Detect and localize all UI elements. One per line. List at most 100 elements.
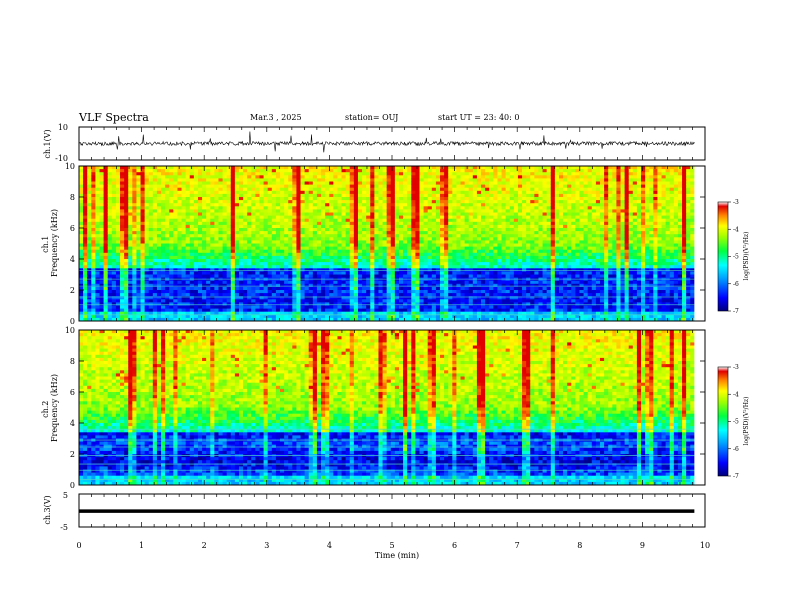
spectrogram-cell bbox=[370, 169, 375, 173]
spectrogram-cell bbox=[120, 221, 125, 226]
spectrogram-cell bbox=[173, 190, 178, 195]
spectrogram-cell bbox=[124, 283, 129, 288]
spectrogram-cell bbox=[103, 172, 109, 176]
spectrogram-cell bbox=[132, 255, 137, 260]
spectrogram-cell bbox=[156, 206, 162, 210]
spectrogram-cell bbox=[83, 262, 88, 266]
spectrogram-cell bbox=[333, 302, 338, 306]
spectrogram-cell bbox=[238, 209, 244, 213]
spectrogram-cell bbox=[83, 190, 88, 195]
spectrogram-cell bbox=[87, 243, 92, 247]
spectrogram-cell bbox=[197, 252, 203, 257]
spectrogram-cell bbox=[238, 243, 244, 247]
spectrogram-cell bbox=[411, 262, 416, 266]
spectrogram-cell bbox=[107, 280, 113, 285]
spectrogram-cell bbox=[173, 308, 178, 313]
spectrogram-cell bbox=[275, 231, 281, 235]
spectrogram-cell bbox=[214, 187, 219, 192]
spectrogram-cell bbox=[115, 224, 121, 229]
spectrogram-cell bbox=[333, 243, 338, 247]
spectrogram-cell bbox=[296, 255, 301, 260]
spectrogram-cell bbox=[152, 262, 158, 266]
spectrogram-cell bbox=[177, 305, 182, 309]
spectrogram-cell bbox=[353, 228, 359, 232]
spectrogram-cell bbox=[103, 209, 109, 213]
spectrogram-cell bbox=[238, 218, 244, 223]
spectrogram-cell bbox=[152, 268, 158, 272]
spectrogram-cell bbox=[120, 252, 125, 257]
spectrogram-cell bbox=[95, 166, 100, 170]
spectrogram-cell bbox=[132, 262, 137, 266]
spectrogram-cell bbox=[226, 224, 232, 229]
spectrogram-cell bbox=[481, 212, 486, 216]
spectrogram-cell bbox=[218, 231, 223, 235]
spectrogram-cell bbox=[288, 193, 293, 198]
spectrogram-cell bbox=[333, 178, 338, 182]
spectrogram-cell bbox=[120, 274, 125, 278]
spectrogram-cell bbox=[169, 224, 174, 229]
spectrogram-cell bbox=[165, 187, 170, 192]
spectrogram-cell bbox=[222, 234, 228, 238]
spectrogram-cell bbox=[91, 203, 96, 207]
spectrogram-cell bbox=[193, 215, 199, 220]
spectrogram-cell bbox=[156, 280, 162, 285]
spectrogram-cell bbox=[197, 190, 203, 195]
spectrogram-cell bbox=[169, 317, 174, 322]
spectrogram-cell bbox=[321, 246, 326, 251]
spectrogram-cell bbox=[103, 265, 109, 269]
spectrogram-cell bbox=[267, 203, 273, 207]
spectrogram-cell bbox=[452, 200, 457, 204]
spectrogram-cell bbox=[280, 280, 285, 285]
spectrogram-cell bbox=[185, 190, 191, 195]
spectrogram-cell bbox=[292, 271, 297, 275]
spectrogram-cell bbox=[99, 268, 105, 272]
spectrogram-cell bbox=[444, 166, 449, 170]
spectrogram-cell bbox=[448, 197, 453, 201]
spectrogram-cell bbox=[468, 190, 474, 195]
spectrogram-cell bbox=[173, 252, 178, 257]
spectrogram-cell bbox=[103, 246, 109, 251]
spectrogram-cell bbox=[243, 265, 248, 269]
spectrogram-cell bbox=[226, 234, 232, 238]
spectrogram-cell bbox=[189, 224, 195, 229]
spectrogram-cell bbox=[284, 224, 289, 229]
spectrogram-cell bbox=[259, 234, 265, 238]
spectrogram-cell bbox=[366, 203, 371, 207]
spectrogram-cell bbox=[300, 296, 306, 300]
spectrogram-cell bbox=[161, 249, 166, 254]
spectrogram-cell bbox=[403, 234, 408, 238]
spectrogram-cell bbox=[87, 224, 92, 229]
spectrogram-cell bbox=[288, 262, 293, 266]
spectrogram-cell bbox=[398, 200, 404, 204]
spectrogram-cell bbox=[120, 240, 125, 244]
spectrogram-cell bbox=[337, 262, 342, 266]
spectrogram-cell bbox=[111, 234, 117, 238]
spectrogram-cell bbox=[111, 262, 117, 266]
spectrogram-cell bbox=[292, 240, 297, 244]
spectrogram-cell bbox=[238, 296, 244, 300]
spectrogram-cell bbox=[263, 228, 269, 232]
spectrogram-cell bbox=[111, 178, 117, 182]
spectrogram-cell bbox=[419, 259, 424, 263]
spectrogram-cell bbox=[337, 255, 342, 260]
spectrogram-cell bbox=[226, 197, 232, 201]
spectrogram-cell bbox=[136, 252, 141, 257]
spectrogram-cell bbox=[255, 203, 260, 207]
spectrogram-cell bbox=[300, 293, 306, 297]
spectrogram-cell bbox=[398, 237, 404, 241]
spectrogram-cell bbox=[136, 311, 141, 316]
spectrogram-cell bbox=[267, 283, 273, 288]
spectrogram-cell bbox=[251, 184, 256, 189]
spectrogram-cell bbox=[349, 265, 355, 269]
spectrogram-cell bbox=[202, 290, 207, 294]
spectrogram-cell bbox=[259, 286, 265, 291]
spectrogram-cell bbox=[197, 206, 203, 210]
spectrogram-cell bbox=[292, 190, 297, 195]
spectrogram-cell bbox=[156, 252, 162, 257]
spectrogram-cell bbox=[431, 293, 437, 297]
spectrogram-cell bbox=[382, 215, 388, 220]
spectrogram-cell bbox=[161, 209, 166, 213]
spectrogram-cell bbox=[456, 221, 461, 226]
spectrogram-cell bbox=[124, 252, 129, 257]
spectrogram-cell bbox=[472, 166, 478, 170]
